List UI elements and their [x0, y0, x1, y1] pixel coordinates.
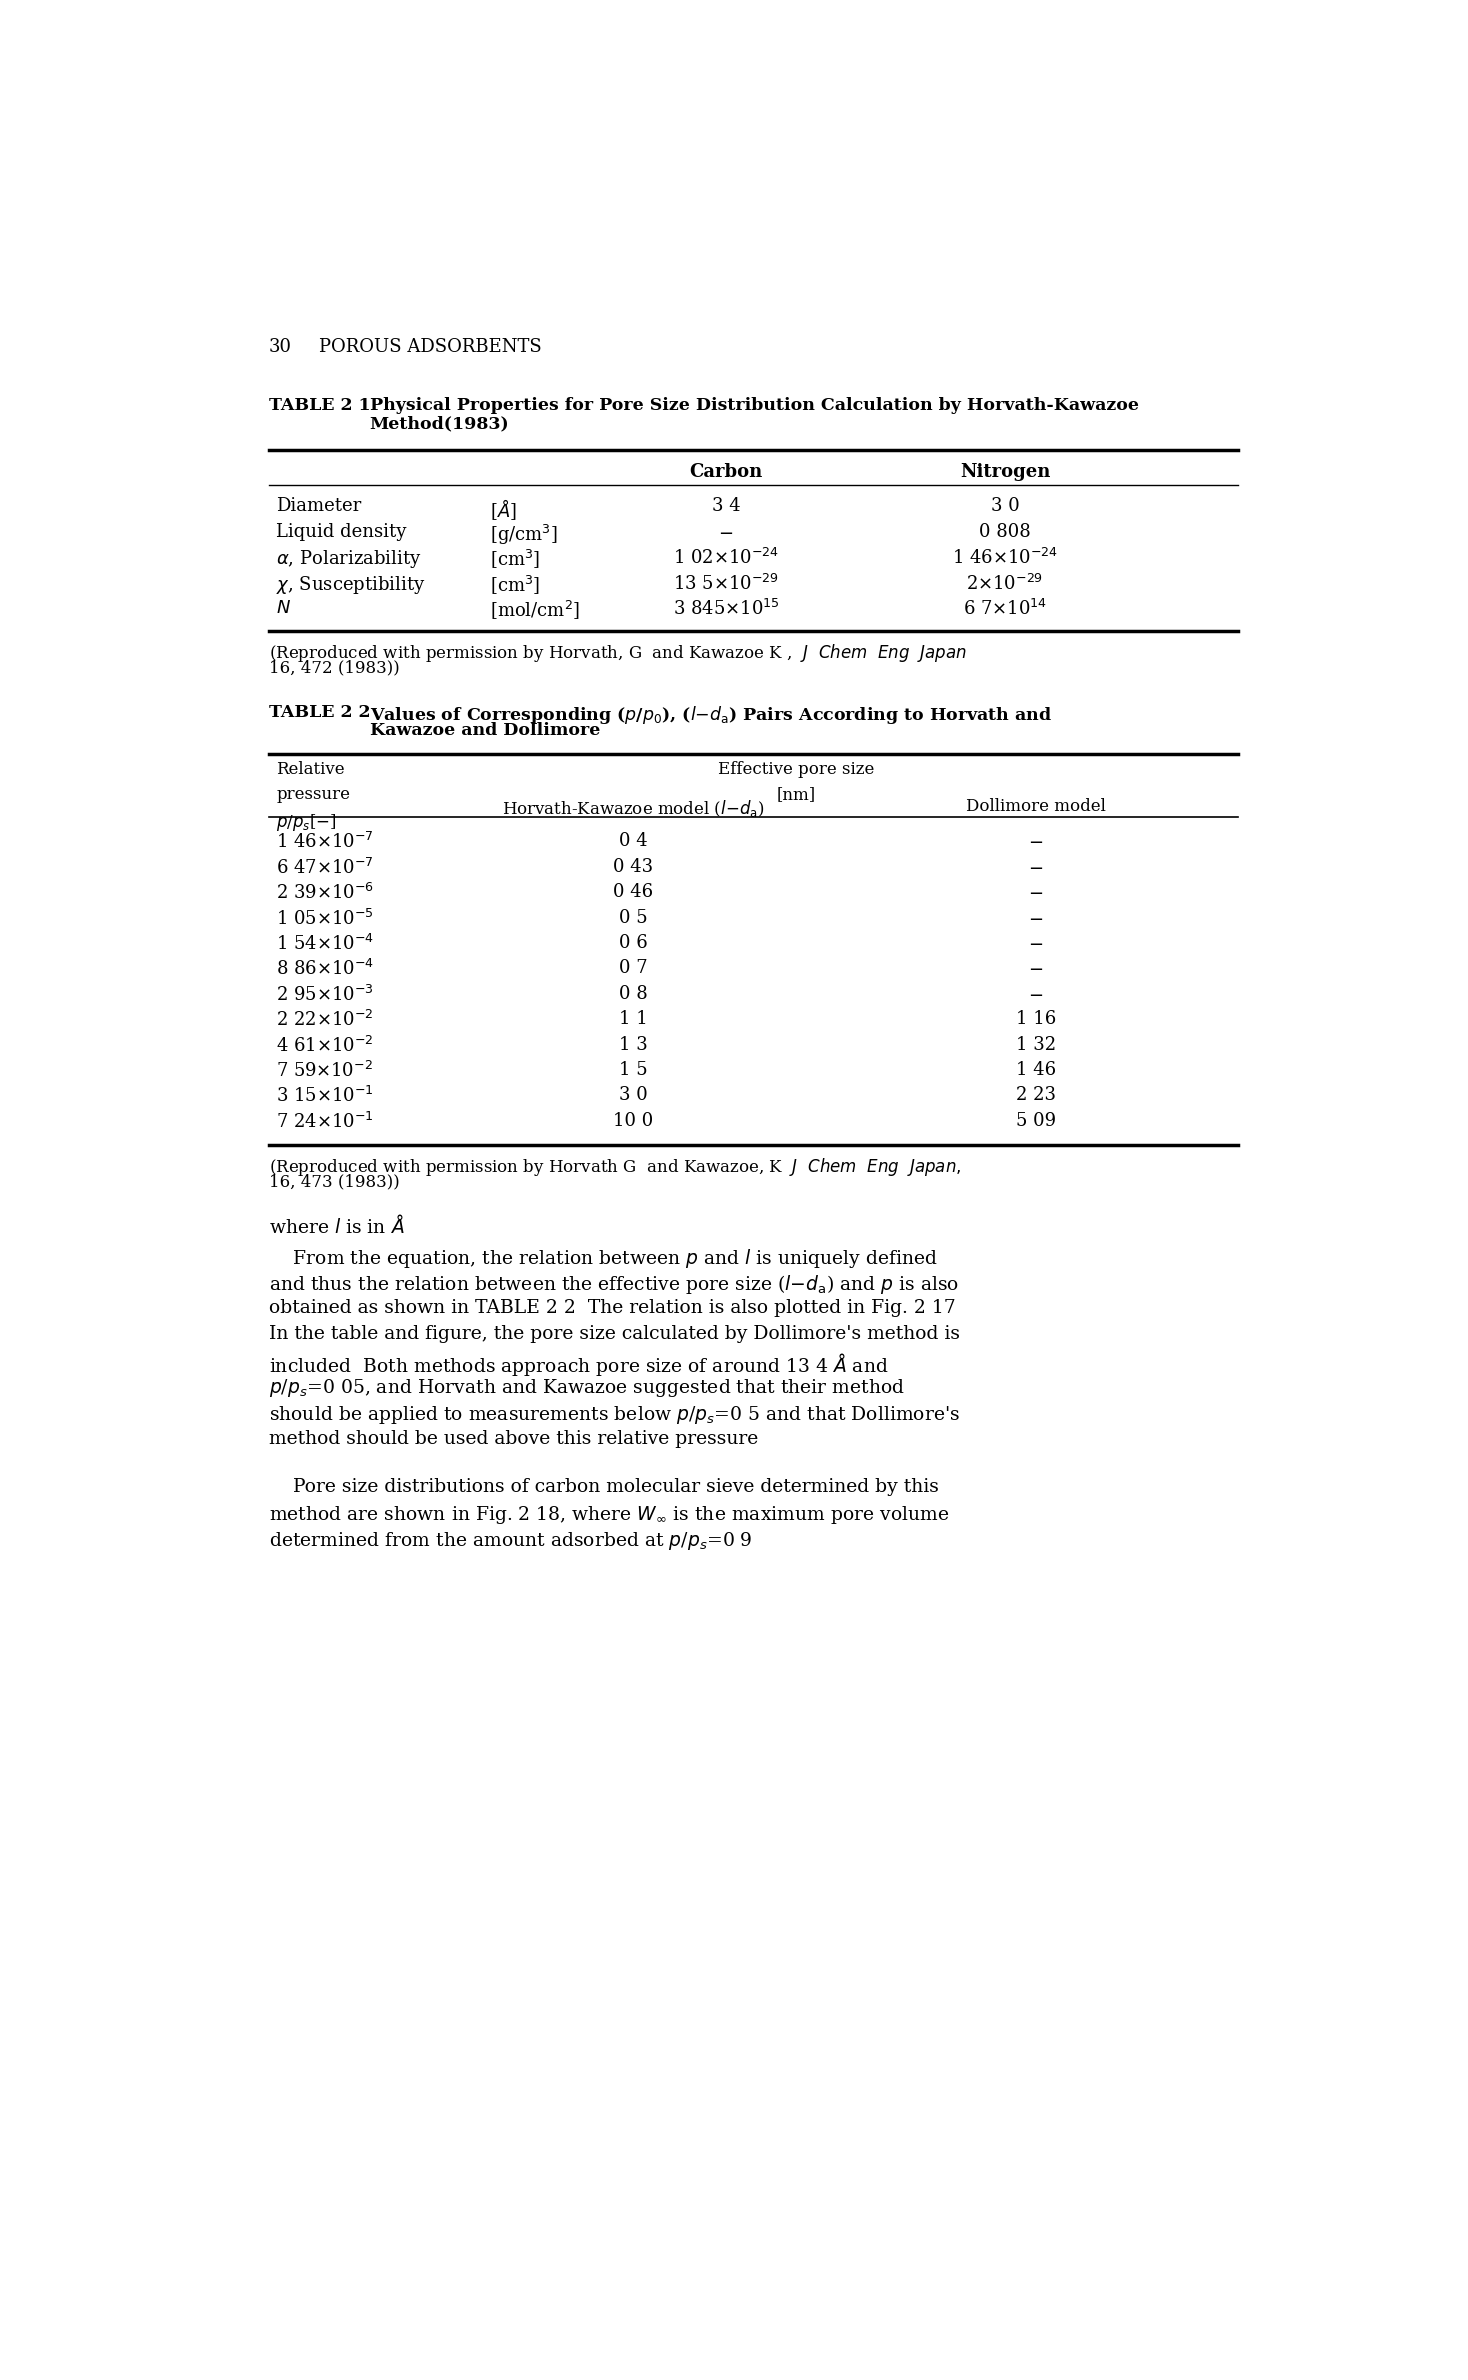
Text: 30: 30: [269, 338, 292, 357]
Text: 2 39$\times$10$^{-6}$: 2 39$\times$10$^{-6}$: [276, 883, 374, 904]
Text: Relative
pressure
$p$/$p_s$[$-$]: Relative pressure $p$/$p_s$[$-$]: [276, 762, 351, 833]
Text: Carbon: Carbon: [690, 464, 762, 481]
Text: (Reproduced with permission by Horvath, G  and Kawazoe K ,  $\it{J\ \ Chem\ \ En: (Reproduced with permission by Horvath, …: [269, 643, 967, 664]
Text: [$\AA$]: [$\AA$]: [490, 497, 517, 521]
Text: Dollimore model: Dollimore model: [966, 797, 1105, 816]
Text: Effective pore size
[nm]: Effective pore size [nm]: [718, 762, 873, 804]
Text: 0 808: 0 808: [979, 524, 1031, 540]
Text: included  Both methods approach pore size of around 13 4 $\AA$ and: included Both methods approach pore size…: [269, 1352, 888, 1378]
Text: [g/cm$^3$]: [g/cm$^3$]: [490, 524, 558, 547]
Text: where $\it{l}$ is in $\AA$: where $\it{l}$ is in $\AA$: [269, 1214, 404, 1238]
Text: 1 32: 1 32: [1016, 1035, 1055, 1054]
Text: 0 5: 0 5: [618, 909, 647, 926]
Text: 5 09: 5 09: [1016, 1111, 1055, 1130]
Text: 1 46$\times$10$^{-24}$: 1 46$\times$10$^{-24}$: [951, 547, 1058, 569]
Text: $-$: $-$: [1029, 933, 1044, 952]
Text: 0 4: 0 4: [618, 833, 647, 850]
Text: 2 23: 2 23: [1016, 1085, 1055, 1104]
Text: 1 5: 1 5: [618, 1061, 647, 1078]
Text: 8 86$\times$10$^{-4}$: 8 86$\times$10$^{-4}$: [276, 959, 374, 981]
Text: [cm$^3$]: [cm$^3$]: [490, 574, 540, 597]
Text: 1 46$\times$10$^{-7}$: 1 46$\times$10$^{-7}$: [276, 833, 374, 852]
Text: $-$: $-$: [718, 524, 734, 540]
Text: 0 46: 0 46: [614, 883, 653, 902]
Text: Method(1983): Method(1983): [370, 416, 509, 433]
Text: 1 02$\times$10$^{-24}$: 1 02$\times$10$^{-24}$: [672, 547, 780, 569]
Text: 3 15$\times$10$^{-1}$: 3 15$\times$10$^{-1}$: [276, 1085, 374, 1107]
Text: 16, 472 (1983)): 16, 472 (1983)): [269, 659, 399, 676]
Text: obtained as shown in TABLE 2 2  The relation is also plotted in Fig. 2 17: obtained as shown in TABLE 2 2 The relat…: [269, 1299, 956, 1316]
Text: $p$/$p_s$=0 05, and Horvath and Kawazoe suggested that their method: $p$/$p_s$=0 05, and Horvath and Kawazoe …: [269, 1378, 904, 1399]
Text: POROUS ADSORBENTS: POROUS ADSORBENTS: [319, 338, 542, 357]
Text: 0 8: 0 8: [618, 985, 647, 1002]
Text: Liquid density: Liquid density: [276, 524, 407, 540]
Text: 13 5$\times$10$^{-29}$: 13 5$\times$10$^{-29}$: [674, 574, 780, 593]
Text: 1 1: 1 1: [618, 1009, 647, 1028]
Text: TABLE 2 2: TABLE 2 2: [269, 704, 370, 721]
Text: $-$: $-$: [1029, 959, 1044, 978]
Text: 0 6: 0 6: [618, 933, 647, 952]
Text: 6 7$\times$10$^{14}$: 6 7$\times$10$^{14}$: [963, 600, 1047, 619]
Text: 6 47$\times$10$^{-7}$: 6 47$\times$10$^{-7}$: [276, 857, 374, 878]
Text: 2 22$\times$10$^{-2}$: 2 22$\times$10$^{-2}$: [276, 1009, 374, 1031]
Text: 4 61$\times$10$^{-2}$: 4 61$\times$10$^{-2}$: [276, 1035, 374, 1057]
Text: From the equation, the relation between $p$ and $l$ is uniquely defined: From the equation, the relation between …: [269, 1247, 938, 1269]
Text: determined from the amount adsorbed at $p$/$p_s$=0 9: determined from the amount adsorbed at $…: [269, 1530, 753, 1552]
Text: $\alpha$, Polarizability: $\alpha$, Polarizability: [276, 547, 421, 571]
Text: TABLE 2 1: TABLE 2 1: [269, 397, 370, 414]
Text: In the table and figure, the pore size calculated by Dollimore's method is: In the table and figure, the pore size c…: [269, 1326, 960, 1342]
Text: Pore size distributions of carbon molecular sieve determined by this: Pore size distributions of carbon molecu…: [269, 1478, 938, 1495]
Text: 7 59$\times$10$^{-2}$: 7 59$\times$10$^{-2}$: [276, 1061, 373, 1081]
Text: 1 05$\times$10$^{-5}$: 1 05$\times$10$^{-5}$: [276, 909, 374, 928]
Text: $-$: $-$: [1029, 857, 1044, 876]
Text: $\chi$, Susceptibility: $\chi$, Susceptibility: [276, 574, 426, 595]
Text: should be applied to measurements below $p$/$p_s$=0 5 and that Dollimore's: should be applied to measurements below …: [269, 1404, 960, 1426]
Text: 2 95$\times$10$^{-3}$: 2 95$\times$10$^{-3}$: [276, 985, 374, 1004]
Text: 1 16: 1 16: [1016, 1009, 1055, 1028]
Text: Physical Properties for Pore Size Distribution Calculation by Horvath-Kawazoe: Physical Properties for Pore Size Distri…: [370, 397, 1139, 414]
Text: Kawazoe and Dollimore: Kawazoe and Dollimore: [370, 721, 600, 740]
Text: 1 46: 1 46: [1016, 1061, 1055, 1078]
Text: (Reproduced with permission by Horvath G  and Kawazoe, K  $\it{J\ \ Chem\ \ Eng\: (Reproduced with permission by Horvath G…: [269, 1157, 962, 1178]
Text: 1 54$\times$10$^{-4}$: 1 54$\times$10$^{-4}$: [276, 933, 374, 954]
Text: $N$: $N$: [276, 600, 292, 616]
Text: 2$\times$10$^{-29}$: 2$\times$10$^{-29}$: [966, 574, 1044, 593]
Text: method are shown in Fig. 2 18, where $W_{\infty}$ is the maximum pore volume: method are shown in Fig. 2 18, where $W_…: [269, 1504, 950, 1526]
Text: 10 0: 10 0: [612, 1111, 653, 1130]
Text: Diameter: Diameter: [276, 497, 361, 516]
Text: $-$: $-$: [1029, 833, 1044, 850]
Text: Nitrogen: Nitrogen: [960, 464, 1050, 481]
Text: 3 0: 3 0: [618, 1085, 647, 1104]
Text: method should be used above this relative pressure: method should be used above this relativ…: [269, 1430, 757, 1447]
Text: 7 24$\times$10$^{-1}$: 7 24$\times$10$^{-1}$: [276, 1111, 374, 1133]
Text: Values of Corresponding ($p$/$p_0$), ($l$$-$$d_{\rm a}$) Pairs According to Horv: Values of Corresponding ($p$/$p_0$), ($l…: [370, 704, 1051, 726]
Text: Horvath-Kawazoe model ($l$$-$$d_{\rm a}$): Horvath-Kawazoe model ($l$$-$$d_{\rm a}$…: [502, 797, 765, 819]
Text: 3 4: 3 4: [712, 497, 740, 516]
Text: [mol/cm$^2$]: [mol/cm$^2$]: [490, 600, 580, 621]
Text: 0 7: 0 7: [618, 959, 647, 978]
Text: 0 43: 0 43: [614, 857, 653, 876]
Text: 3 0: 3 0: [991, 497, 1019, 516]
Text: $-$: $-$: [1029, 985, 1044, 1002]
Text: $-$: $-$: [1029, 909, 1044, 926]
Text: $-$: $-$: [1029, 883, 1044, 902]
Text: and thus the relation between the effective pore size ($l$$-$$d_{\rm a}$) and $p: and thus the relation between the effect…: [269, 1273, 959, 1295]
Text: 16, 473 (1983)): 16, 473 (1983)): [269, 1173, 399, 1190]
Text: 1 3: 1 3: [618, 1035, 647, 1054]
Text: [cm$^3$]: [cm$^3$]: [490, 547, 540, 571]
Text: 3 845$\times$10$^{15}$: 3 845$\times$10$^{15}$: [672, 600, 780, 619]
